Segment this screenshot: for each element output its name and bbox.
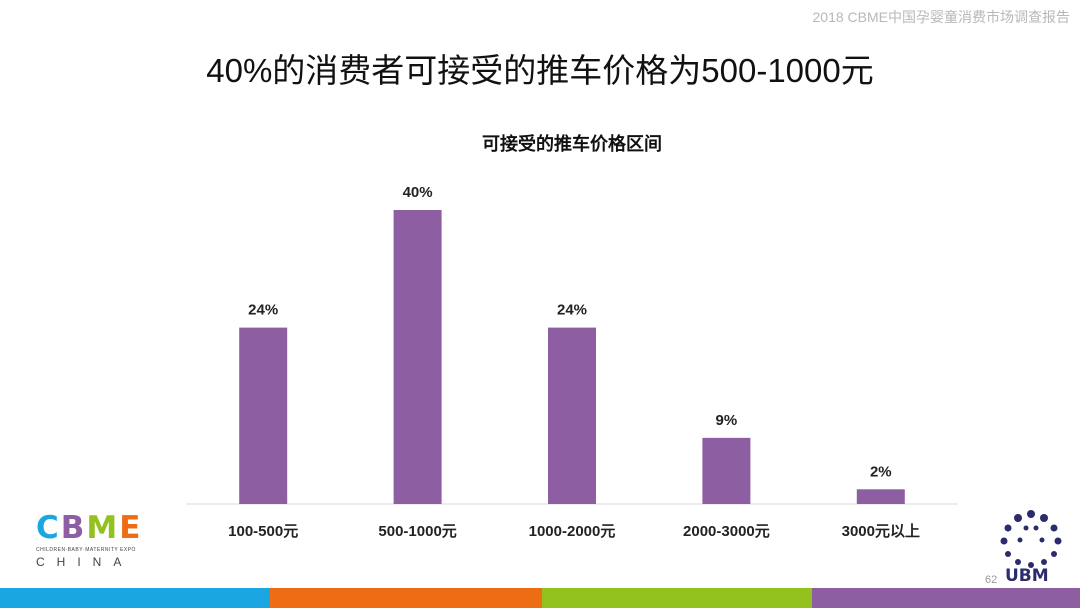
category-label-2: 1000-2000元 — [529, 523, 616, 540]
bar-3 — [702, 437, 751, 504]
cbme-logo-letters: C B M E — [36, 512, 166, 544]
cbme-letter-m: M — [86, 510, 118, 546]
category-label-3: 2000-3000元 — [683, 523, 770, 540]
cbme-tagline: CHILDREN·BABY·MATERNITY EXPO — [36, 547, 136, 553]
category-label-4: 3000元以上 — [842, 523, 920, 540]
data-label-1: 40% — [403, 184, 433, 201]
category-label-0: 100-500元 — [228, 523, 298, 540]
bottom-color-bar — [0, 588, 1080, 608]
bottom-bar-purple — [812, 588, 1080, 608]
category-label-1: 500-1000元 — [378, 523, 456, 540]
cbme-letter-b: B — [60, 510, 85, 546]
data-label-0: 24% — [248, 302, 278, 319]
data-label-4: 2% — [870, 463, 892, 480]
page-title: 40%的消费者可接受的推车价格为500-1000元 — [206, 52, 874, 89]
cbme-country: CHINA — [36, 555, 134, 569]
bar-2 — [548, 327, 596, 504]
bottom-bar-blue — [0, 588, 270, 608]
chart-title: 可接受的推车价格区间 — [482, 133, 662, 154]
bottom-bar-orange — [270, 588, 542, 608]
bar-0 — [239, 327, 288, 504]
cbme-logo: C B M E CHILDREN·BABY·MATERNITY EXPO CHI… — [36, 512, 166, 574]
report-title: 2018 CBME中国孕婴童消费市场调查报告 — [812, 9, 1070, 25]
ubm-dot-icon — [1000, 510, 1062, 568]
bar-4 — [856, 489, 905, 504]
ubm-logo-text: UBM — [1005, 566, 1049, 586]
data-label-2: 24% — [557, 302, 587, 319]
cbme-letter-c: C — [36, 510, 59, 546]
bar-1 — [393, 210, 442, 504]
bottom-bar-green — [542, 588, 812, 608]
page-number: 62 — [985, 574, 998, 586]
data-label-3: 9% — [716, 412, 738, 429]
cbme-letter-e: E — [119, 510, 141, 546]
